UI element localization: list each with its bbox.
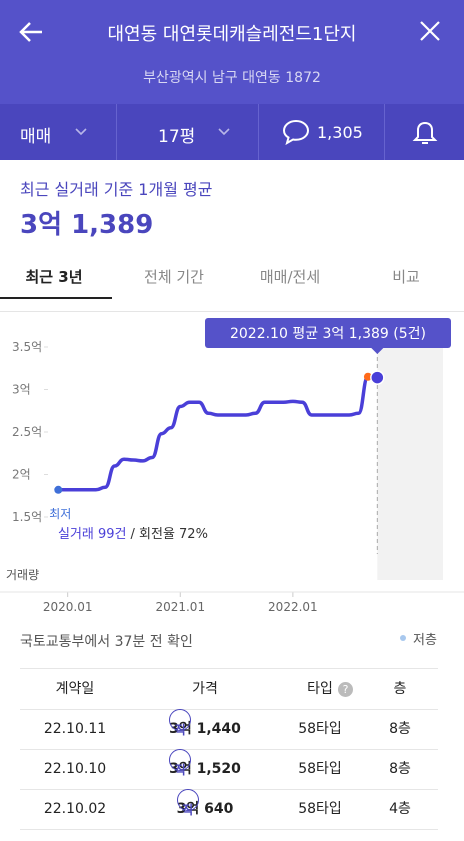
y-tick-label: 3억 <box>12 383 31 397</box>
x-tick-label: 2021.01 <box>155 600 205 614</box>
size-filter[interactable]: 17평 <box>158 127 196 147</box>
help-icon[interactable]: ? <box>338 682 353 697</box>
price-cell: 직 3억 1,520 <box>130 749 280 789</box>
y-tick-label: 3.5억 <box>12 340 42 354</box>
tooltip-box <box>205 318 451 348</box>
date: 22.10.10 <box>43 761 107 777</box>
table-row: 22.10.10 직 3억 1,520 58타입 8층 <box>20 749 438 790</box>
bell-icon[interactable] <box>412 120 438 148</box>
low-label: 최저 <box>49 507 71 521</box>
comment-count: 1,305 <box>317 123 363 142</box>
start-point <box>54 485 63 494</box>
table-row: 22.10.11 직 3억 1,440 58타입 8층 <box>20 709 438 750</box>
tab-underline <box>0 297 112 299</box>
summary-label: 최근 실거래 기준 1개월 평균 <box>20 180 213 199</box>
header-cell: 층 <box>393 681 407 697</box>
x-tick-label: 2020.01 <box>43 600 93 614</box>
prev-point <box>363 372 372 381</box>
deals-count[interactable]: 실거래 99건 <box>58 527 127 542</box>
comment-icon[interactable] <box>282 119 310 145</box>
tab[interactable]: 전체 기간 <box>144 268 204 286</box>
table-row: 22.10.02 직 3억 640 58타입 4층 <box>20 789 438 830</box>
header-cell: 가격 <box>192 681 218 697</box>
legend-label: 저층 <box>413 633 437 648</box>
badge: 직 <box>176 789 199 817</box>
address: 부산광역시 남구 대연동 1872 <box>143 70 321 86</box>
price-cell: 직 3억 1,440 <box>130 709 280 749</box>
volume-label: 거래량 <box>6 568 39 582</box>
y-tick-label: 1.5억 <box>12 510 42 524</box>
chart: 1.5억 2억 2.5억 3억 3.5억 2020.01 2021.01 2022.01 최저실… <box>0 318 464 614</box>
type: 58타입 <box>298 761 342 777</box>
badge: 직 <box>169 749 192 777</box>
tooltip-text: 2022.10 평균 3억 1,389 (5건) <box>230 326 426 342</box>
turnover: / 회전율 72% <box>131 527 208 542</box>
y-tick-label: 2억 <box>12 468 31 482</box>
filter-bar: 매매 17평 1,305 <box>0 104 464 160</box>
header-cell: 타입 <box>307 681 333 697</box>
tab[interactable]: 매매/전세 <box>259 268 321 286</box>
chevron <box>218 128 230 136</box>
badge: 직 <box>169 709 192 737</box>
header: 대연동 대연롯데캐슬레전드1단지 부산광역시 남구 대연동 1872 <box>0 0 464 104</box>
type: 58타입 <box>298 721 342 737</box>
back-button[interactable] <box>18 20 44 44</box>
tab[interactable]: 최근 3년 <box>25 268 83 286</box>
header-cell: 계약일 <box>55 681 95 697</box>
floor: 8층 <box>389 761 411 777</box>
tab[interactable]: 비교 <box>392 268 420 286</box>
future-shade <box>377 342 443 580</box>
legend-dot <box>400 635 406 641</box>
date: 22.10.11 <box>43 721 107 737</box>
chevron <box>75 128 87 136</box>
divider <box>116 104 117 160</box>
divider <box>384 104 385 160</box>
floor: 4층 <box>389 801 411 817</box>
summary-value: 3억 1,389 <box>20 210 154 240</box>
date: 22.10.02 <box>43 801 107 817</box>
deal-filter[interactable]: 매매 <box>20 127 52 147</box>
table-header: 계약일 가격 타입 ? 층 <box>20 668 438 710</box>
type: 58타입 <box>298 801 342 817</box>
tooltip-arrow <box>371 348 384 354</box>
divider <box>258 104 259 160</box>
selected-point <box>370 370 385 385</box>
floor: 8층 <box>389 721 411 737</box>
close-button[interactable] <box>420 21 440 41</box>
y-tick-label: 2.5억 <box>12 425 42 439</box>
price-line <box>58 374 378 492</box>
price-cell: 직 3억 640 <box>130 789 280 829</box>
source: 국토교통부에서 37분 전 확인 <box>20 634 193 650</box>
x-tick-label: 2022.01 <box>268 600 318 614</box>
deals-label: 실거래 99건 / 회전율 72% <box>58 527 208 542</box>
title: 대연동 대연롯데캐슬레전드1단지 <box>107 24 357 45</box>
divider <box>0 311 464 312</box>
